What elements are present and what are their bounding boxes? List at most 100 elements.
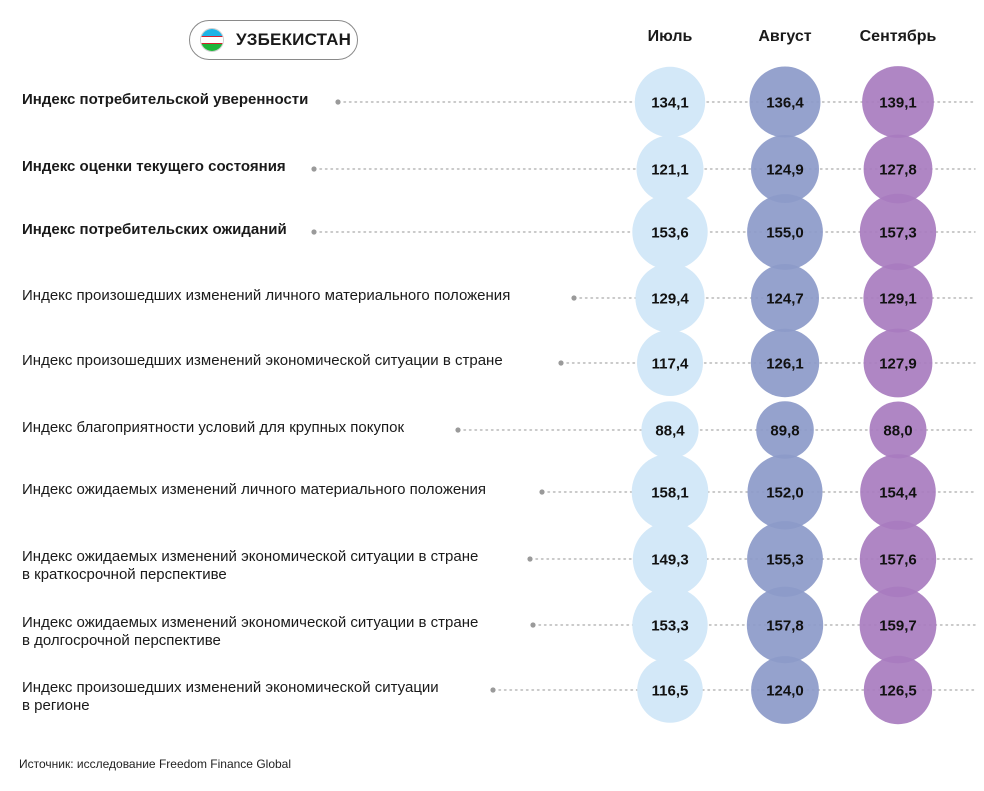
value-label-august: 136,4 <box>766 95 804 112</box>
bubble-july <box>637 657 703 723</box>
row-label: Индекс благоприятности условий для крупн… <box>22 419 404 437</box>
uzbekistan-flag-icon <box>200 28 224 52</box>
column-header-july: Июль <box>647 28 693 45</box>
bubble-august <box>756 401 814 459</box>
value-label-september: 129,1 <box>879 291 917 308</box>
bubble-july <box>631 453 709 531</box>
row-label-line: Индекс произошедших изменений экономичес… <box>22 679 439 696</box>
leader-dot <box>311 229 317 235</box>
value-label-august: 126,1 <box>766 356 804 373</box>
value-label-september: 139,1 <box>879 95 917 112</box>
source-note: Источник: исследование Freedom Finance G… <box>19 757 292 771</box>
row-label-line: в долгосрочной перспективе <box>22 632 221 649</box>
value-label-august: 155,0 <box>766 225 804 242</box>
leader-dot <box>527 556 533 562</box>
row-label-line: в регионе <box>22 697 90 714</box>
value-label-july: 121,1 <box>651 162 689 179</box>
country-name: УЗБЕКИСТАН <box>236 30 352 49</box>
value-label-august: 89,8 <box>770 423 799 440</box>
row-label: Индекс произошедших изменений личного ма… <box>22 287 510 305</box>
row-label-line: Индекс произошедших изменений экономичес… <box>22 352 503 369</box>
bubble-september <box>863 655 933 725</box>
value-label-july: 88,4 <box>655 423 685 440</box>
value-label-september: 157,3 <box>879 225 917 242</box>
value-label-august: 157,8 <box>766 618 804 635</box>
leader-dot <box>558 360 564 366</box>
row-label-line: в краткосрочной перспективе <box>22 566 227 583</box>
column-header-september: Сентябрь <box>859 28 937 45</box>
bubble-july <box>632 521 708 597</box>
row-label: Индекс ожидаемых изменений экономической… <box>22 548 478 584</box>
bubble-august <box>751 135 819 203</box>
bubble-september <box>859 520 937 598</box>
bubble-september <box>869 401 927 459</box>
row-label-line: Индекс ожидаемых изменений экономической… <box>22 614 479 631</box>
row-label: Индекс потребительских ожиданий <box>22 221 287 239</box>
bubble-july <box>636 135 704 203</box>
bubble-august <box>751 656 819 724</box>
row-label-line: Индекс ожидаемых изменений экономической… <box>22 548 479 565</box>
bubble-july <box>632 587 708 663</box>
leader-dot <box>571 295 577 301</box>
value-label-july: 116,5 <box>652 683 689 700</box>
value-label-august: 155,3 <box>766 552 804 569</box>
value-label-july: 153,6 <box>651 225 689 242</box>
value-label-july: 153,3 <box>651 618 689 635</box>
value-label-september: 157,6 <box>879 552 917 569</box>
value-label-september: 126,5 <box>879 683 917 700</box>
leader-dot <box>335 99 341 105</box>
column-header-august: Август <box>758 28 812 45</box>
bubble-august <box>747 194 823 270</box>
row-label-line: Индекс потребительской уверенности <box>22 91 309 108</box>
value-label-august: 124,0 <box>766 683 804 700</box>
value-label-september: 154,4 <box>879 485 917 502</box>
bubble-august <box>751 264 819 332</box>
value-label-august: 152,0 <box>766 485 804 502</box>
leader-dot <box>490 687 496 693</box>
leader-dot <box>539 489 545 495</box>
bubble-august <box>747 454 823 530</box>
country-badge: УЗБЕКИСТАН <box>189 20 358 60</box>
row-label: Индекс оценки текущего состояния <box>22 158 286 176</box>
bubble-august <box>746 586 824 664</box>
value-label-july: 149,3 <box>651 552 689 569</box>
value-label-august: 124,9 <box>766 162 804 179</box>
row-label: Индекс ожидаемых изменений экономической… <box>22 614 478 650</box>
bubble-september <box>860 454 936 530</box>
bubble-july <box>637 330 703 396</box>
bubble-september <box>863 263 933 333</box>
bubble-september <box>863 328 933 398</box>
leader-dot <box>311 166 317 172</box>
row-label: Индекс ожидаемых изменений личного матер… <box>22 481 486 499</box>
value-label-july: 158,1 <box>651 485 689 502</box>
bubble-september <box>862 66 934 138</box>
value-label-august: 124,7 <box>766 291 804 308</box>
bubble-july <box>632 194 708 270</box>
leader-dot <box>455 427 461 433</box>
bubble-september <box>863 134 933 204</box>
bubble-july <box>635 263 705 333</box>
value-label-september: 127,8 <box>879 162 917 179</box>
row-label-line: Индекс ожидаемых изменений личного матер… <box>22 481 486 498</box>
row-label-line: Индекс потребительских ожиданий <box>22 221 287 238</box>
bubble-july <box>634 66 706 138</box>
bubble-july <box>641 401 699 459</box>
value-label-september: 88,0 <box>883 423 912 440</box>
bubble-august <box>750 328 820 398</box>
bubble-september <box>859 193 937 271</box>
row-label: Индекс произошедших изменений экономичес… <box>22 679 439 715</box>
value-label-july: 129,4 <box>651 291 689 308</box>
row-label-line: Индекс благоприятности условий для крупн… <box>22 419 405 436</box>
row-label-line: Индекс произошедших изменений личного ма… <box>22 287 511 304</box>
value-label-july: 134,1 <box>651 95 689 112</box>
value-label-september: 127,9 <box>879 356 917 373</box>
bubble-august <box>747 521 823 597</box>
value-label-september: 159,7 <box>879 618 917 635</box>
leader-dot <box>530 622 536 628</box>
bubble-september <box>859 586 937 664</box>
bubble-august <box>749 66 821 138</box>
row-label: Индекс потребительской уверенности <box>22 91 308 109</box>
row-label: Индекс произошедших изменений экономичес… <box>22 352 503 370</box>
value-label-july: 117,4 <box>652 356 689 373</box>
